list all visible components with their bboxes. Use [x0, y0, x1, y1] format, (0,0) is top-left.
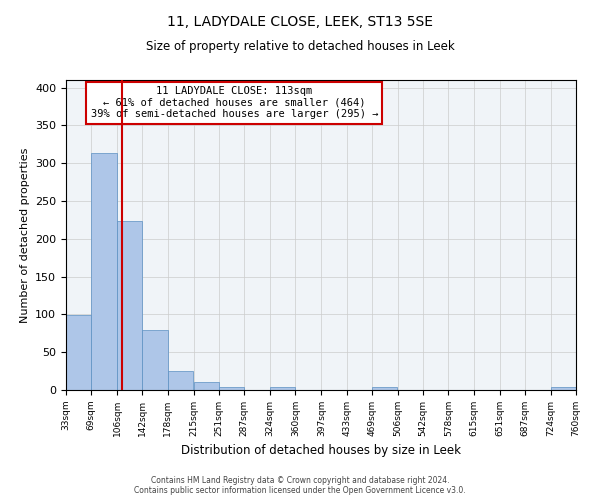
X-axis label: Distribution of detached houses by size in Leek: Distribution of detached houses by size …	[181, 444, 461, 458]
Bar	[168, 371, 193, 390]
Bar	[194, 382, 219, 390]
Bar	[270, 387, 295, 390]
Text: 11, LADYDALE CLOSE, LEEK, ST13 5SE: 11, LADYDALE CLOSE, LEEK, ST13 5SE	[167, 15, 433, 29]
Bar	[219, 387, 244, 390]
Bar	[66, 315, 91, 390]
Bar	[551, 387, 576, 390]
Bar	[372, 387, 397, 390]
Bar	[117, 220, 142, 390]
Bar	[91, 152, 116, 390]
Text: Size of property relative to detached houses in Leek: Size of property relative to detached ho…	[146, 40, 454, 53]
Y-axis label: Number of detached properties: Number of detached properties	[20, 148, 29, 322]
Text: Contains HM Land Registry data © Crown copyright and database right 2024.
Contai: Contains HM Land Registry data © Crown c…	[134, 476, 466, 495]
Bar	[142, 330, 168, 390]
Text: 11 LADYDALE CLOSE: 113sqm
← 61% of detached houses are smaller (464)
39% of semi: 11 LADYDALE CLOSE: 113sqm ← 61% of detac…	[91, 86, 378, 120]
